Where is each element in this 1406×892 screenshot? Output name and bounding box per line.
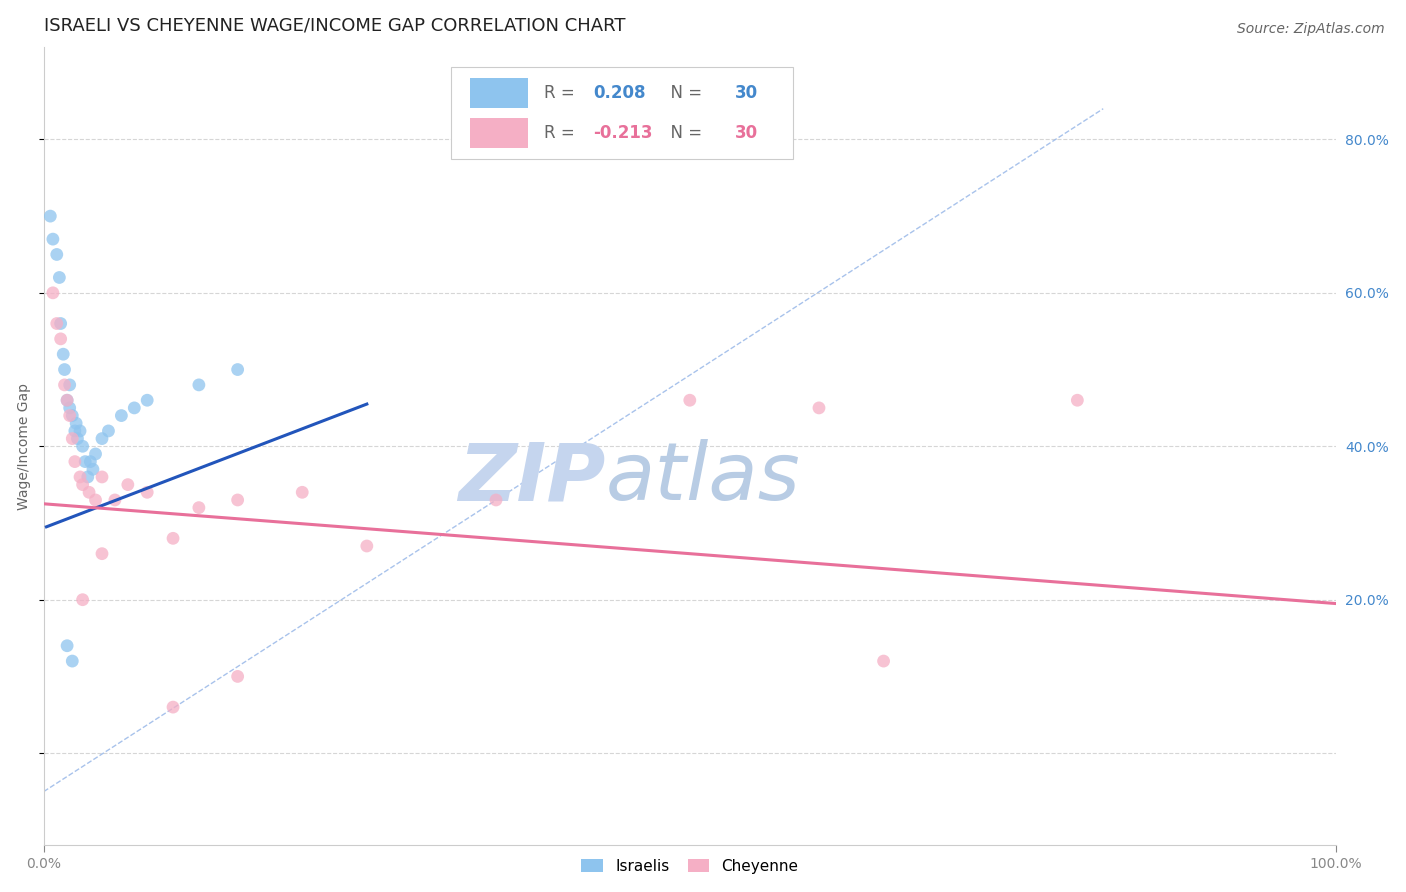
Point [56,393,79,408]
Point [117,477,139,491]
Point [63,454,86,468]
Text: R =: R = [544,124,579,142]
Point [187,377,209,392]
Point [136,393,159,408]
Point [66,432,89,446]
Point [72,477,94,491]
Text: N =: N = [659,124,707,142]
Text: R =: R = [544,84,579,102]
Point [72,439,94,453]
Point [226,493,249,508]
Point [104,493,127,508]
Point [872,654,894,668]
Point [63,424,86,438]
Point [75,454,97,468]
Point [226,669,249,683]
Text: 30: 30 [735,84,758,102]
Text: ISRAELI VS CHEYENNE WAGE/INCOME GAP CORRELATION CHART: ISRAELI VS CHEYENNE WAGE/INCOME GAP CORR… [44,17,626,35]
Point [65,416,87,430]
Point [1066,393,1088,408]
Point [45,317,67,331]
Point [60,432,83,446]
Text: -0.213: -0.213 [593,124,652,142]
Text: atlas: atlas [606,439,800,517]
Point [162,532,184,546]
Point [39,209,62,223]
Point [356,539,378,553]
Legend: Israelis, Cheyenne: Israelis, Cheyenne [574,851,806,881]
Point [45,247,67,261]
Text: 0.208: 0.208 [593,84,645,102]
FancyBboxPatch shape [470,78,529,108]
FancyBboxPatch shape [470,118,529,148]
Point [42,232,65,246]
Point [84,493,107,508]
Point [110,409,132,423]
Point [60,654,83,668]
Text: ZIP: ZIP [458,439,606,517]
Point [56,639,79,653]
Point [49,317,72,331]
Point [91,470,114,484]
Point [59,401,82,415]
Point [42,285,65,300]
Point [162,700,184,714]
Point [59,377,82,392]
Point [60,409,83,423]
Point [226,362,249,376]
Text: N =: N = [659,84,707,102]
Point [79,454,101,468]
Point [82,462,104,476]
Point [53,377,76,392]
Point [53,362,76,376]
Point [91,432,114,446]
Text: Source: ZipAtlas.com: Source: ZipAtlas.com [1237,22,1385,37]
Point [679,393,702,408]
Point [187,500,209,515]
Point [136,485,159,500]
Point [69,470,91,484]
Point [97,424,120,438]
Point [56,393,79,408]
Point [84,447,107,461]
Point [91,547,114,561]
Point [124,401,146,415]
Point [59,409,82,423]
Y-axis label: Wage/Income Gap: Wage/Income Gap [17,383,31,509]
Point [76,470,98,484]
FancyBboxPatch shape [451,67,793,159]
Point [48,270,70,285]
Point [49,332,72,346]
Point [291,485,314,500]
Point [69,424,91,438]
Point [72,592,94,607]
Point [485,493,508,508]
Point [52,347,75,361]
Point [807,401,830,415]
Text: 30: 30 [735,124,758,142]
Point [77,485,100,500]
